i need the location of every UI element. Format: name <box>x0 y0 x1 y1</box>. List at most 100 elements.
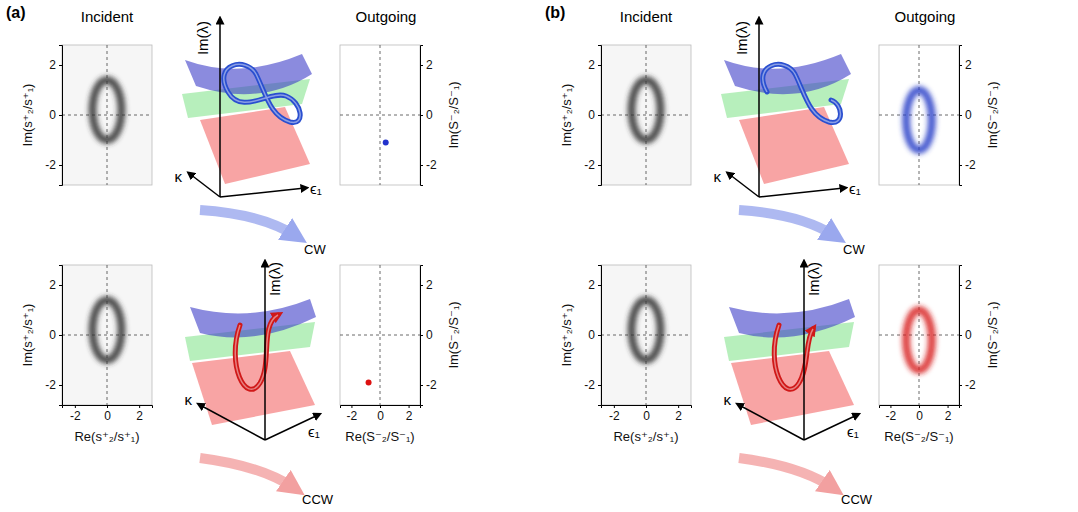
axis-title: Im(s⁺₂/s⁺₁) <box>559 304 574 367</box>
tick-label: -2 <box>609 409 620 423</box>
tick-label: 0 <box>588 108 595 122</box>
tick-mark <box>959 335 962 336</box>
tick-mark <box>59 335 62 336</box>
tick: -2 <box>420 158 437 172</box>
tick-label: 0 <box>965 328 972 342</box>
reference-line <box>919 265 920 405</box>
tick-mark <box>59 385 62 386</box>
tick-label: 0 <box>643 409 650 423</box>
tick: 0 <box>588 328 601 342</box>
tick-label: 0 <box>426 328 433 342</box>
tick-label: -2 <box>45 378 56 392</box>
diagram-axis-label: ϵ₁ <box>310 180 322 197</box>
tick: 2 <box>945 405 952 423</box>
axis-title: Im(S⁻₂/S⁻₁) <box>985 301 1000 368</box>
diagram-axis-label: Im(λ) <box>733 21 750 55</box>
diagram-axis <box>190 174 220 197</box>
tick-label: 0 <box>49 108 56 122</box>
tick: 2 <box>406 405 413 423</box>
cw-arrow <box>200 210 296 236</box>
tick-label: 2 <box>426 278 433 292</box>
direction-label: CW <box>304 242 326 257</box>
cw-arrow <box>739 210 835 236</box>
diagram-axis-label: κ <box>714 168 722 185</box>
tick: -2 <box>70 405 81 423</box>
column-title: Outgoing <box>895 8 956 25</box>
diagram-axis-label: ϵ₁ <box>849 180 861 197</box>
axis-title: Im(s⁺₂/s⁺₁) <box>20 84 35 147</box>
tick-label: 2 <box>406 409 413 423</box>
marks <box>879 45 959 185</box>
plot-frame <box>62 45 152 185</box>
plot: -202Im(S⁻₂/S⁻₁) <box>879 45 1000 186</box>
diagram-axis-label: Im(λ) <box>194 21 211 55</box>
plot: -202Im(s⁺₂/s⁺₁) <box>20 45 152 186</box>
tick-label: -2 <box>70 409 81 423</box>
sheet-diagram: Im(λ)ϵ₁κ <box>185 262 320 440</box>
axis: -2 0 2 <box>63 405 153 423</box>
tick: 2 <box>420 278 433 292</box>
axis-title: Re(S⁻₂/S⁻₁) <box>345 429 414 444</box>
sheet-diagram: Im(λ)ϵ₁κ <box>724 262 859 440</box>
sheet-red <box>739 107 849 184</box>
tick-mark <box>598 65 601 66</box>
trajectory-highlight <box>224 64 300 122</box>
plot-frame <box>601 265 691 405</box>
reference-line <box>380 265 381 405</box>
tick: -2 <box>959 158 976 172</box>
marks <box>601 265 691 405</box>
reference-line <box>919 45 920 185</box>
diagram-axis-label: κ <box>724 391 732 408</box>
tick: 2 <box>588 278 601 292</box>
tick-label: -2 <box>584 378 595 392</box>
diagram-axis <box>220 188 305 197</box>
column-title: Incident <box>81 8 134 25</box>
axis: -202 <box>341 405 421 423</box>
ccw-arrow <box>739 458 833 488</box>
tick-label: 0 <box>49 328 56 342</box>
tick-label: 0 <box>104 409 111 423</box>
tick: -2 <box>45 378 62 392</box>
density-ring <box>632 300 661 360</box>
tick-label: 2 <box>49 278 56 292</box>
tick: -2 <box>886 405 897 423</box>
tick: 0 <box>959 108 972 122</box>
tick: 0 <box>588 108 601 122</box>
axis-title: Re(s⁺₂/s⁺₁) <box>613 429 678 444</box>
diagram-axis <box>759 188 844 197</box>
plot-frame <box>879 45 959 185</box>
tick-label: -2 <box>886 409 897 423</box>
axis: -2 0 2 <box>959 46 976 186</box>
tick: 0 <box>959 328 972 342</box>
marks <box>340 45 420 185</box>
trajectory-highlight <box>235 315 278 389</box>
axis-line <box>59 266 63 406</box>
sheet-diagram: Im(λ) ϵ₁ κ <box>714 20 861 197</box>
reference-line <box>601 335 691 336</box>
marks <box>62 265 152 405</box>
tick: -2 <box>584 378 601 392</box>
plot-frame <box>879 265 959 405</box>
tick-label: -2 <box>45 158 56 172</box>
density-ring <box>93 80 122 140</box>
tick-label: 0 <box>916 409 923 423</box>
axis: -202 <box>45 46 62 186</box>
tick: 2 <box>49 278 62 292</box>
tick-label: 2 <box>965 58 972 72</box>
column-title: Outgoing <box>356 8 417 25</box>
tick-label: -2 <box>347 409 358 423</box>
diagram-axis-label: κ <box>175 168 183 185</box>
tick-mark <box>959 165 962 166</box>
sheet-diagram: Im(λ) ϵ₁ κ <box>175 20 322 197</box>
tick: 0 <box>643 405 650 423</box>
tick-label: 0 <box>426 108 433 122</box>
tick-mark <box>598 335 601 336</box>
tick: -2 <box>420 378 437 392</box>
tick-mark <box>420 385 423 386</box>
tick: 2 <box>136 405 143 423</box>
reference-line <box>62 335 152 336</box>
marks <box>340 265 420 405</box>
plot: -202Im(s⁺₂/s⁺₁) <box>559 45 691 186</box>
reference-line <box>380 45 381 185</box>
tick-label: 2 <box>945 409 952 423</box>
